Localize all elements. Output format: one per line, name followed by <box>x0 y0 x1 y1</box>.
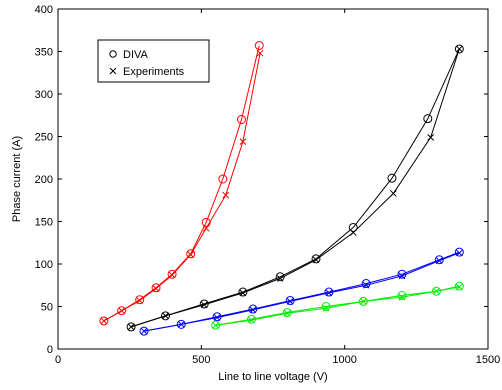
x-axis-label: Line to line voltage (V) <box>218 371 327 383</box>
y-tick-label: 250 <box>35 132 53 144</box>
x-tick-label: 1000 <box>332 354 356 366</box>
x-tick-label: 500 <box>192 354 210 366</box>
y-tick-label: 150 <box>35 217 53 229</box>
y-tick-label: 100 <box>35 259 53 271</box>
y-tick-label: 300 <box>35 89 53 101</box>
y-tick-label: 350 <box>35 47 53 59</box>
y-tick-label: 400 <box>35 4 53 16</box>
legend-label-diva: DIVA <box>123 49 149 61</box>
x-tick-label: 0 <box>55 354 61 366</box>
legend: DIVA Experiments <box>98 40 209 82</box>
y-tick-label: 50 <box>41 302 53 314</box>
y-tick-label: 0 <box>47 344 53 356</box>
x-tick-label: 1500 <box>476 354 500 366</box>
legend-label-experiments: Experiments <box>123 66 185 78</box>
y-tick-label: 200 <box>35 174 53 186</box>
y-axis-label: Phase current (A) <box>11 136 23 222</box>
